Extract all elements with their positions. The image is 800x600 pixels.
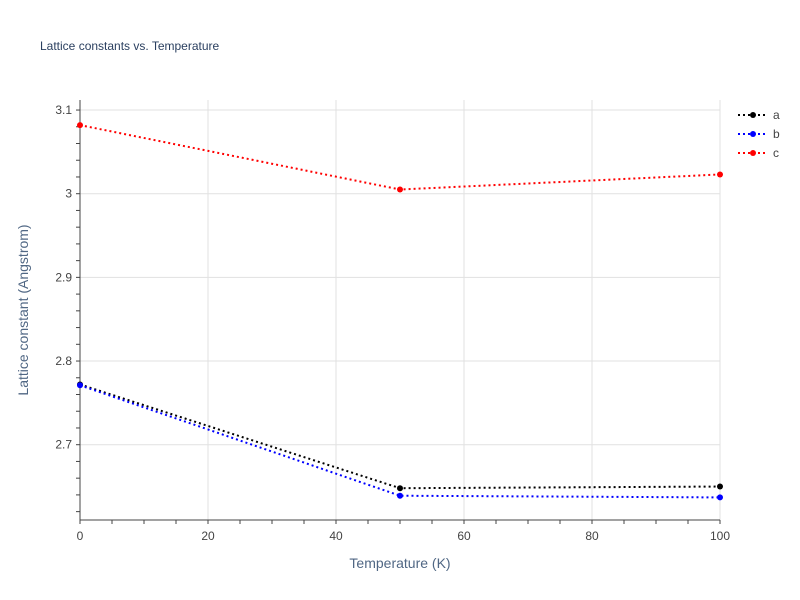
x-tick-label: 100 — [710, 529, 730, 543]
chart-title: Lattice constants vs. Temperature — [40, 39, 220, 53]
data-point-c[interactable] — [77, 122, 83, 129]
y-tick-label: 2.9 — [55, 270, 72, 284]
legend-swatch-marker — [750, 131, 756, 137]
data-point-b[interactable] — [397, 492, 403, 499]
y-tick-label: 2.7 — [55, 438, 72, 452]
data-point-b[interactable] — [77, 382, 83, 389]
x-tick-label: 40 — [329, 529, 343, 543]
legend-item-a[interactable]: a — [738, 108, 780, 122]
x-tick-label: 0 — [77, 529, 84, 543]
legend-swatch-marker — [750, 112, 756, 118]
axes: 0 20 40 60 80 100 2.7 2.8 2.9 3 3.1 — [55, 100, 730, 543]
y-tick-label: 3.1 — [55, 103, 72, 117]
x-axis-title: Temperature (K) — [349, 555, 450, 571]
x-tick-label: 80 — [585, 529, 599, 543]
series-b[interactable] — [77, 382, 723, 501]
legend-label: c — [773, 146, 779, 160]
data-point-c[interactable] — [397, 186, 403, 193]
series-line-a — [79, 383, 721, 490]
data-point-c[interactable] — [717, 171, 723, 178]
data-point-b[interactable] — [717, 494, 723, 501]
series-line-b — [79, 384, 721, 499]
legend-label: a — [773, 108, 780, 122]
x-tick-label: 20 — [201, 529, 215, 543]
legend-item-b[interactable]: b — [738, 127, 780, 141]
series-layer — [77, 122, 723, 501]
legend-swatch-marker — [750, 150, 756, 156]
y-tick-label: 2.8 — [55, 354, 72, 368]
data-point-a[interactable] — [717, 483, 723, 490]
data-point-a[interactable] — [397, 485, 403, 492]
y-tick-label: 3 — [65, 187, 72, 201]
y-axis-title: Lattice constant (Angstrom) — [15, 224, 31, 395]
legend[interactable]: abc — [738, 108, 780, 160]
legend-item-c[interactable]: c — [738, 146, 779, 160]
series-line-c — [79, 124, 721, 191]
x-tick-label: 60 — [457, 529, 471, 543]
series-c[interactable] — [77, 122, 723, 193]
legend-label: b — [773, 127, 780, 141]
grid — [80, 100, 721, 520]
series-a[interactable] — [77, 381, 723, 492]
